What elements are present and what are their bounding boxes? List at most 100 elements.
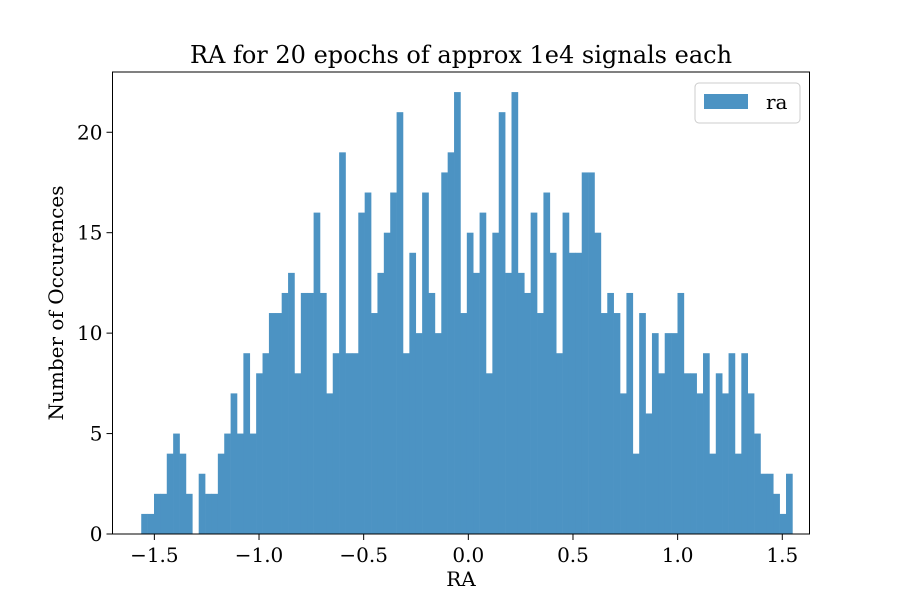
histogram-bar — [326, 393, 334, 534]
histogram-bar — [766, 473, 774, 534]
histogram-bar — [211, 493, 219, 534]
x-tick-label: −1.5 — [130, 543, 179, 567]
histogram-bar — [703, 353, 710, 534]
histogram-bar — [671, 333, 678, 534]
histogram-bar — [154, 493, 161, 534]
histogram-bar — [715, 373, 723, 534]
histogram-bar — [709, 453, 717, 534]
histogram-bar — [147, 513, 155, 534]
histogram-bar — [415, 333, 423, 534]
x-tick-label: −0.5 — [339, 543, 388, 567]
x-axis-ticks: −1.5 −1.0 −0.5 0.0 0.5 1.0 1.5 — [130, 534, 798, 567]
histogram-bar — [447, 152, 455, 534]
histogram-bar — [262, 353, 270, 534]
histogram-bar — [428, 292, 436, 534]
histogram-bar — [383, 232, 391, 534]
x-tick-label: 1.5 — [766, 543, 798, 567]
histogram-bar — [185, 493, 193, 534]
histogram-bar — [454, 92, 461, 534]
chart-title: RA for 20 epochs of approx 1e4 signals e… — [190, 41, 732, 69]
histogram-bar — [479, 212, 487, 534]
histogram-bar — [530, 212, 538, 534]
histogram-bar — [205, 493, 212, 534]
histogram-bar — [524, 292, 531, 534]
histogram-bar — [466, 232, 474, 534]
histogram-bar — [683, 373, 691, 534]
histogram-bar — [754, 433, 761, 534]
histogram-bar — [760, 473, 768, 534]
histogram-bar — [249, 433, 257, 534]
histogram-bar — [498, 112, 506, 534]
histogram-bar — [332, 353, 340, 534]
x-tick-label: 1.0 — [662, 543, 694, 567]
histogram-bar — [779, 513, 787, 534]
histogram-bar — [651, 333, 659, 534]
y-tick-label: 15 — [77, 221, 102, 245]
histogram-bar — [575, 252, 583, 535]
histogram-bar — [568, 252, 576, 535]
histogram-bar — [600, 313, 608, 534]
histogram-bar — [728, 353, 736, 534]
histogram-bar — [377, 272, 385, 534]
x-tick-label: 0.0 — [452, 543, 484, 567]
histogram-bar — [556, 353, 563, 534]
histogram-bar — [179, 453, 187, 534]
histogram-bar — [581, 172, 589, 534]
histogram-bar — [645, 413, 653, 534]
histogram-bar — [639, 313, 646, 534]
histogram-bar — [224, 433, 231, 534]
histogram-bar — [607, 292, 614, 534]
histogram-bar — [658, 373, 666, 534]
histogram-bar — [741, 353, 749, 534]
histogram-bar — [734, 453, 742, 534]
legend-label-ra: ra — [766, 90, 788, 114]
histogram-bar — [594, 232, 602, 534]
histogram-bar — [307, 292, 314, 534]
histogram-bar — [236, 433, 244, 534]
histogram-bar — [690, 373, 697, 534]
histogram-bar — [441, 172, 448, 534]
y-tick-label: 20 — [77, 120, 102, 144]
histogram-bar — [473, 272, 480, 534]
y-axis-label: Number of Occurences — [44, 186, 68, 421]
histogram-bar — [275, 313, 282, 534]
histogram-bar — [588, 172, 595, 534]
plot-frame — [112, 71, 810, 535]
histogram-bar — [722, 393, 729, 534]
histogram-bar — [677, 292, 685, 534]
histogram-bar — [198, 473, 206, 534]
histogram-bar — [141, 513, 148, 534]
histogram-bar — [696, 393, 704, 534]
histogram-bar — [313, 212, 321, 534]
y-axis-ticks: 0 5 10 15 20 — [77, 120, 113, 546]
histogram-bar — [786, 473, 793, 534]
histogram-bar — [517, 272, 525, 534]
histogram-bar — [664, 333, 672, 534]
histogram-bar — [562, 212, 570, 534]
histogram-bar — [613, 313, 621, 534]
histogram-bar — [358, 212, 365, 534]
histogram-bar — [294, 373, 302, 534]
histogram-bar — [549, 252, 557, 535]
histogram-bar — [485, 373, 493, 534]
histogram-bar — [339, 152, 346, 534]
histogram-bar — [620, 393, 627, 534]
histogram-bar — [160, 493, 168, 534]
histogram-bar — [256, 373, 263, 534]
y-tick-label: 5 — [90, 422, 103, 446]
histogram-bar — [402, 353, 410, 534]
histogram-bar — [747, 393, 755, 534]
histogram-bar — [281, 292, 289, 534]
histogram-bar — [537, 313, 544, 534]
histogram-bar — [351, 353, 359, 534]
histogram-bar — [422, 192, 429, 535]
histogram-bar — [319, 292, 327, 534]
x-tick-label: 0.5 — [557, 543, 589, 567]
histogram-bar — [773, 493, 780, 534]
y-tick-label: 10 — [77, 321, 102, 345]
histogram-bar — [345, 353, 353, 534]
histogram-bar — [364, 192, 372, 535]
legend: ra — [694, 82, 801, 124]
histogram-bar — [511, 92, 519, 534]
